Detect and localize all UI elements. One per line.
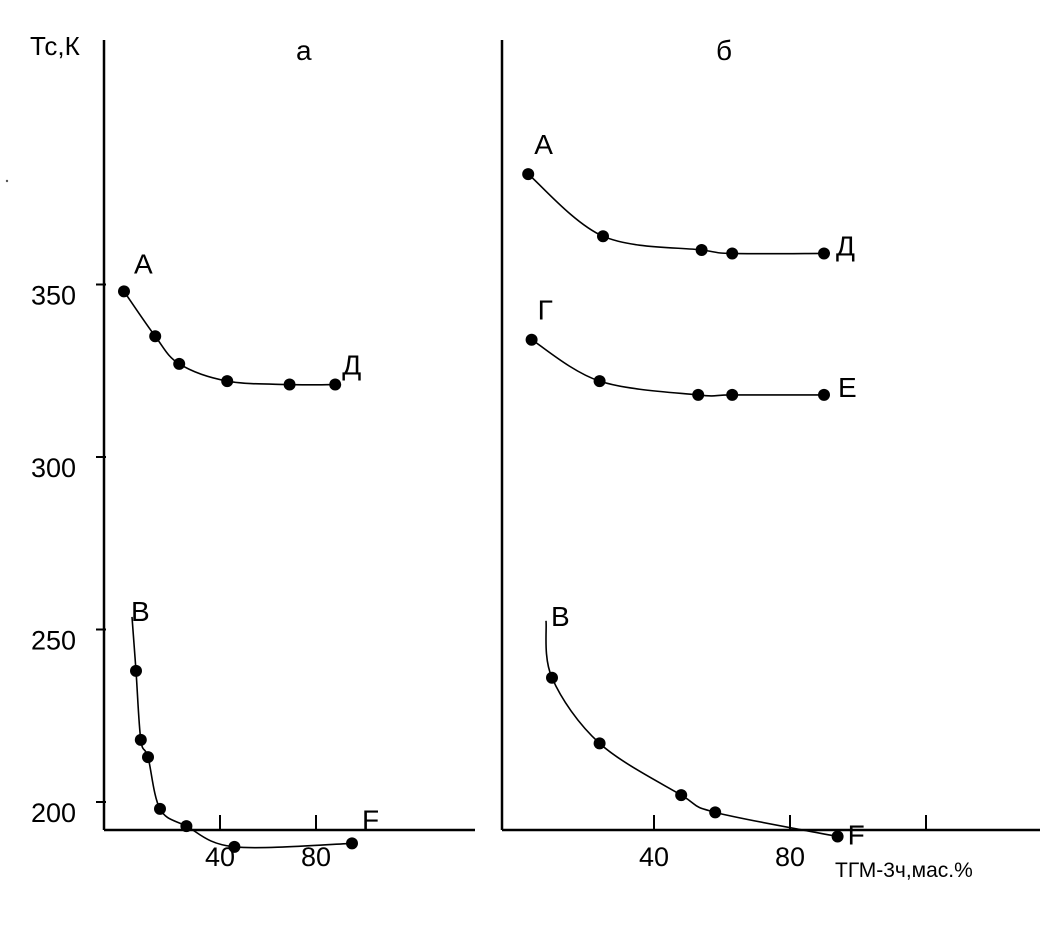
- series-curve: [131, 616, 353, 849]
- data-point: [695, 244, 708, 256]
- data-point: [818, 388, 830, 401]
- data-point: [228, 840, 241, 853]
- y-tick-label: 300: [31, 453, 76, 483]
- series-curve: [531, 339, 824, 397]
- data-point: [149, 330, 162, 343]
- x-tick-label: 80: [301, 842, 331, 872]
- data-point: [726, 247, 739, 260]
- data-point: [522, 168, 535, 181]
- scan-speck: [5, 179, 9, 183]
- panel-b-ticks: 40 80: [639, 815, 927, 872]
- y-tick-label: 250: [31, 626, 76, 656]
- data-point: [346, 837, 358, 850]
- data-point: [597, 230, 609, 243]
- data-point: [692, 388, 705, 401]
- y-tick-label: 350: [31, 281, 76, 311]
- data-point: [173, 357, 186, 370]
- data-point: [130, 664, 142, 677]
- series-end-label: F: [848, 820, 865, 851]
- data-point: [593, 737, 606, 750]
- data-point: [142, 751, 154, 764]
- series-start-label: Г: [538, 295, 553, 326]
- data-point: [329, 378, 342, 391]
- series-curve: [545, 620, 838, 838]
- series-start-label: А: [134, 248, 153, 279]
- series-start-label: А: [534, 129, 553, 160]
- panel-a-series-labels: А Д B F: [131, 248, 379, 835]
- data-point: [283, 378, 296, 391]
- panel-b-points: [522, 168, 844, 843]
- series-end-label: Д: [342, 350, 361, 381]
- data-point: [593, 375, 606, 388]
- data-point: [709, 806, 722, 819]
- panel-b-series-labels: А Д Г Е B F: [534, 129, 865, 850]
- panel-b-letter: б: [716, 35, 732, 66]
- data-point: [831, 830, 844, 843]
- data-point: [118, 285, 130, 298]
- panel-b: б ТГМ-3ч,мас.% 40 80 А Д Г Е B F: [500, 35, 1040, 882]
- panel-a-letter: а: [296, 35, 312, 66]
- data-point: [675, 789, 688, 802]
- panel-b-curves: [527, 173, 838, 838]
- data-point: [726, 388, 739, 401]
- data-point: [546, 671, 558, 684]
- series-curve: [527, 173, 825, 255]
- panel-a-points: [118, 285, 358, 853]
- data-point: [221, 375, 234, 388]
- series-end-label: Е: [838, 372, 857, 403]
- panel-a-y-label: Тс,К: [30, 31, 80, 61]
- y-tick-label: 200: [31, 798, 76, 828]
- panel-a-curves: [123, 290, 353, 849]
- data-point: [818, 247, 830, 260]
- panel-b-x-label: ТГМ-3ч,мас.%: [835, 859, 973, 882]
- series-start-label: B: [551, 601, 570, 632]
- data-point: [180, 820, 193, 833]
- series-end-label: F: [362, 804, 379, 835]
- data-point: [134, 733, 147, 746]
- series-start-label: B: [131, 596, 150, 627]
- series-end-label: Д: [836, 230, 855, 261]
- x-tick-label: 80: [775, 842, 805, 872]
- data-point: [154, 802, 166, 815]
- x-tick-label: 40: [639, 842, 669, 872]
- data-point: [525, 333, 538, 346]
